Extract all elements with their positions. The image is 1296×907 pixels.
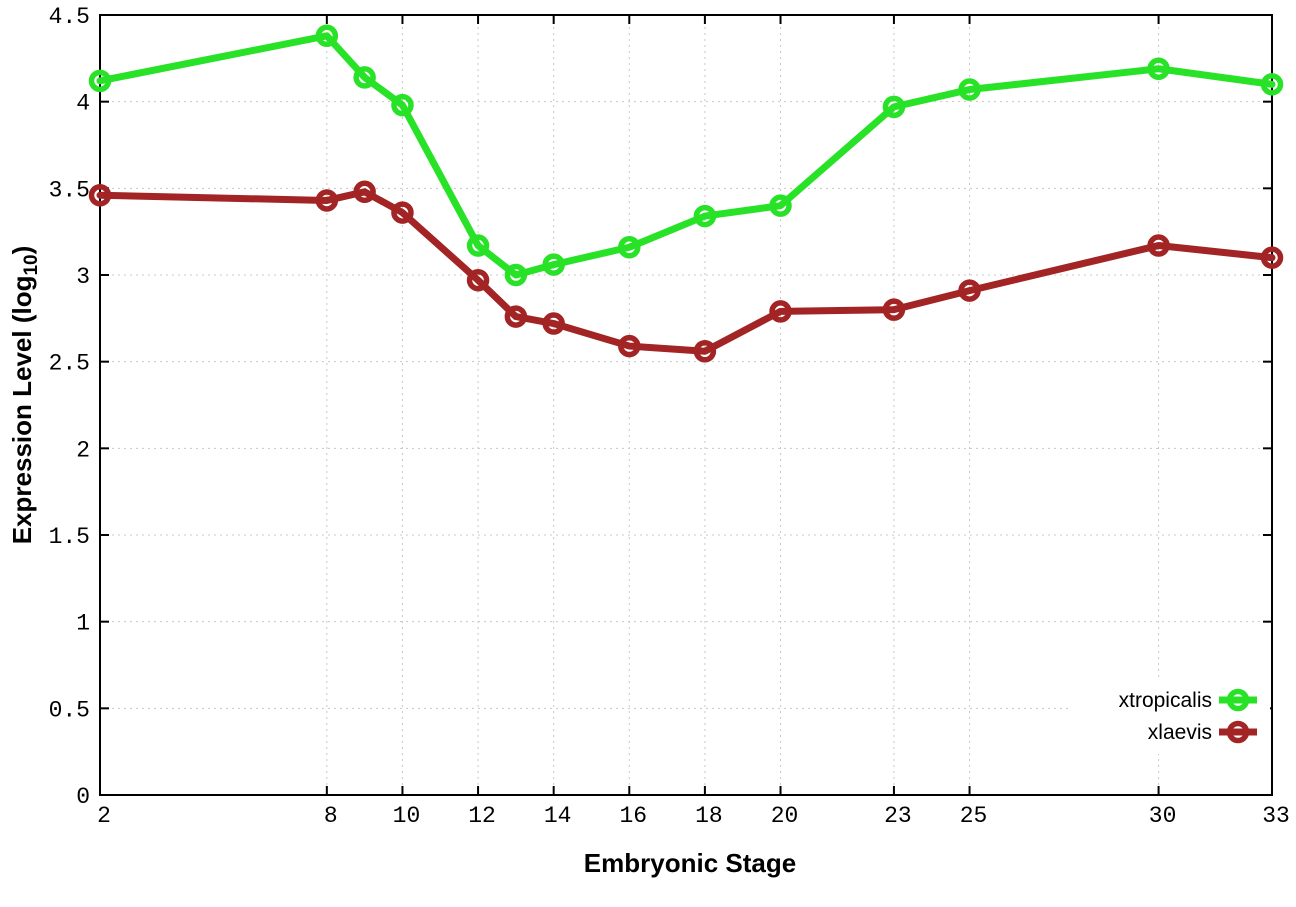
- x-tick-label: 20: [771, 803, 799, 829]
- data-point-xtropicalis-23: [882, 95, 906, 119]
- y-axis-title: Expression Level (log10): [7, 185, 42, 605]
- x-tick-label: 16: [619, 803, 647, 829]
- data-point-xlaevis-16: [618, 334, 641, 358]
- x-tick-label: 25: [960, 803, 988, 829]
- data-point-xtropicalis-9: [353, 66, 376, 89]
- data-point-xtropicalis-12: [466, 234, 490, 257]
- data-point-xlaevis-2: [88, 184, 112, 207]
- data-point-xtropicalis-20: [769, 194, 792, 217]
- series-line-xtropicalis: [96, 32, 1276, 279]
- y-tick-label: 3.5: [49, 177, 90, 203]
- y-axis-title-main: Expression Level (log: [7, 275, 37, 545]
- plot-border: [99, 14, 1273, 796]
- data-point-xtropicalis-33: [1260, 73, 1284, 96]
- x-tick-label: 23: [884, 803, 912, 829]
- data-point-xlaevis-25: [958, 279, 981, 302]
- x-tick-label: 10: [393, 803, 421, 829]
- grid: [99, 14, 1273, 796]
- data-point-xtropicalis-16: [618, 236, 641, 259]
- data-point-xlaevis-20: [769, 300, 792, 323]
- data-point-xtropicalis-30: [1147, 57, 1170, 80]
- data-point-xtropicalis-14: [542, 253, 565, 276]
- data-point-xlaevis-10: [391, 201, 414, 224]
- y-tick-label: 2: [76, 437, 90, 463]
- data-point-xtropicalis-8: [315, 24, 339, 48]
- tick-labels: 2 8 10 12 14 16 18 20 23 25 30 33 0 0.5 1 1.5 2 2.5 3 3.5 4 4…: [49, 4, 1290, 829]
- data-point-xlaevis-8: [315, 189, 339, 212]
- data-point-xlaevis-12: [466, 268, 490, 292]
- x-tick-label: 33: [1262, 803, 1290, 829]
- data-point-xlaevis-33: [1260, 246, 1284, 269]
- data-point-xlaevis-30: [1147, 234, 1170, 257]
- legend-item-xtropicalis: xtropicalis: [1119, 688, 1257, 712]
- y-tick-label: 0.5: [49, 697, 90, 723]
- y-tick-label: 3: [76, 264, 90, 290]
- series-xlaevis: [88, 180, 1284, 363]
- legend-label-xtropicalis: xtropicalis: [1119, 689, 1212, 712]
- x-tick-label: 14: [544, 803, 572, 829]
- x-tick-label: 30: [1149, 803, 1177, 829]
- y-tick-label: 4: [76, 91, 90, 117]
- data-point-xtropicalis-10: [391, 93, 414, 117]
- data-point-xtropicalis-25: [958, 78, 981, 101]
- series-line-xlaevis: [96, 188, 1276, 355]
- legend-item-xlaevis: xlaevis: [1148, 720, 1257, 744]
- legend: xtropicalis xlaevis: [1070, 678, 1270, 754]
- legend-marker-xlaevis: [1226, 720, 1250, 744]
- x-axis-title: Embryonic Stage: [583, 848, 797, 878]
- legend-marker-xtropicalis: [1226, 688, 1250, 712]
- y-tick-label: 0: [76, 784, 90, 810]
- y-tick-label: 1: [76, 611, 90, 637]
- data-point-xlaevis-13: [504, 305, 528, 328]
- y-tick-label: 1.5: [49, 524, 90, 550]
- x-tick-label: 12: [468, 803, 496, 829]
- x-tick-label: 18: [695, 803, 723, 829]
- data-point-xlaevis-9: [353, 180, 376, 204]
- series-xtropicalis: [88, 24, 1284, 287]
- y-tick-label: 4.5: [49, 4, 90, 30]
- data-point-xtropicalis-2: [88, 69, 112, 93]
- data-point-xtropicalis-18: [693, 204, 717, 228]
- data-point-xlaevis-14: [542, 312, 565, 335]
- legend-label-xlaevis: xlaevis: [1148, 721, 1212, 744]
- tick-marks: [99, 14, 1273, 796]
- data-point-xlaevis-23: [882, 298, 906, 321]
- data-point-xlaevis-18: [693, 340, 717, 363]
- x-tick-label: 2: [97, 803, 111, 829]
- y-axis-title-subscript: 10: [21, 254, 42, 276]
- y-tick-label: 2.5: [49, 351, 90, 377]
- x-tick-label: 8: [324, 803, 338, 829]
- data-point-xtropicalis-13: [504, 263, 528, 287]
